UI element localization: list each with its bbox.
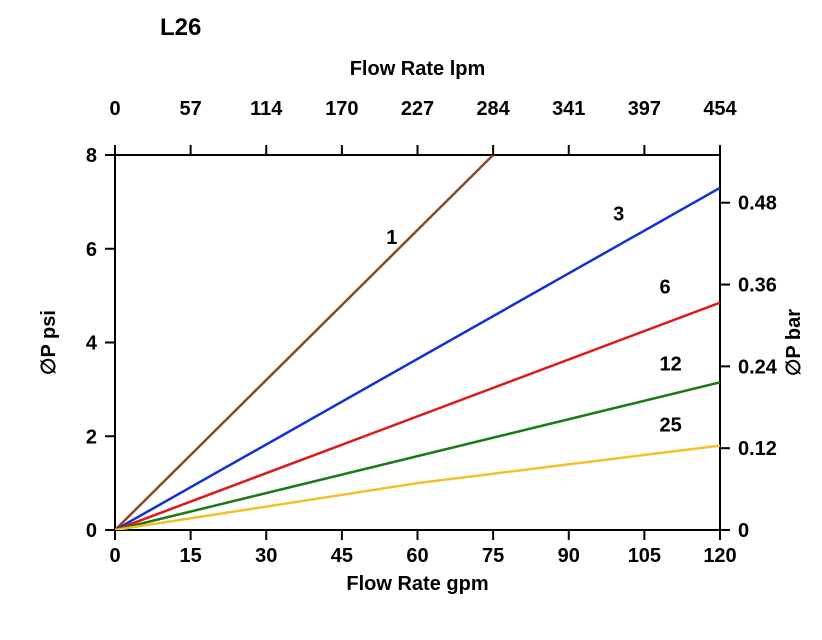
series-label-25: 25 [660,415,682,437]
x-bottom-tick-label: 0 [109,545,120,567]
y-left-tick-label: 6 [86,239,97,261]
x-bottom-tick-label: 45 [331,545,353,567]
y-left-tick-label: 8 [86,145,97,167]
y-right-tick-label: 0.36 [738,275,777,297]
y-right-tick-label: 0.24 [738,356,778,378]
series-label-1: 1 [386,227,397,249]
y-left-tick-label: 4 [86,333,98,355]
chart-svg: L26Flow Rate lpm0153045607590105120Flow … [0,0,822,640]
x-top-tick-label: 114 [250,98,283,120]
x-top-tick-label: 57 [180,98,202,120]
x-top-tick-label: 397 [628,98,661,120]
chart-background [0,0,822,640]
chart-container: L26Flow Rate lpm0153045607590105120Flow … [0,0,822,640]
x-top-tick-label: 227 [401,98,434,120]
series-label-12: 12 [660,354,682,376]
y-right-axis-label: ∅P bar [783,309,805,376]
x-top-tick-label: 170 [325,98,358,120]
x-top-tick-label: 341 [552,98,585,120]
x-bottom-tick-label: 15 [180,545,202,567]
x-bottom-tick-label: 90 [558,545,580,567]
x-top-axis-label: Flow Rate lpm [350,58,486,80]
y-left-tick-label: 2 [86,426,97,448]
x-bottom-tick-label: 75 [482,545,504,567]
x-bottom-tick-label: 30 [255,545,277,567]
series-label-6: 6 [660,276,671,298]
x-top-tick-label: 454 [703,98,737,120]
x-bottom-axis-label: Flow Rate gpm [346,573,488,595]
y-left-axis-label: ∅P psi [38,310,60,375]
x-top-tick-label: 0 [109,98,120,120]
x-top-tick-label: 284 [476,98,510,120]
y-left-tick-label: 0 [86,520,97,542]
y-right-tick-label: 0.12 [738,438,777,460]
y-right-tick-label: 0 [738,520,749,542]
x-bottom-tick-label: 105 [628,545,661,567]
y-right-tick-label: 0.48 [738,193,777,215]
x-bottom-tick-label: 60 [406,545,428,567]
x-bottom-tick-label: 120 [703,545,736,567]
series-label-3: 3 [613,204,624,226]
chart-title: L26 [160,14,201,41]
